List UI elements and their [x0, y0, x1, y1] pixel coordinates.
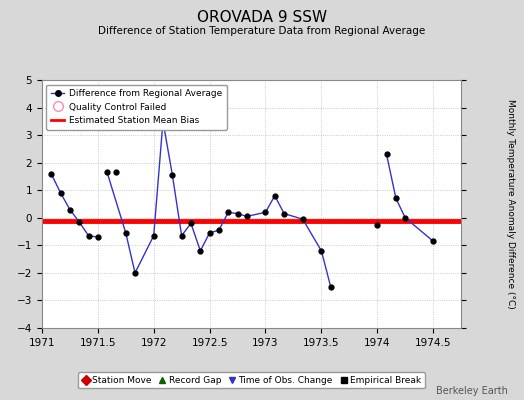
Text: Difference of Station Temperature Data from Regional Average: Difference of Station Temperature Data f… — [99, 26, 425, 36]
Text: Berkeley Earth: Berkeley Earth — [436, 386, 508, 396]
Legend: Station Move, Record Gap, Time of Obs. Change, Empirical Break: Station Move, Record Gap, Time of Obs. C… — [79, 372, 424, 388]
Text: OROVADA 9 SSW: OROVADA 9 SSW — [197, 10, 327, 25]
Text: Monthly Temperature Anomaly Difference (°C): Monthly Temperature Anomaly Difference (… — [506, 99, 516, 309]
